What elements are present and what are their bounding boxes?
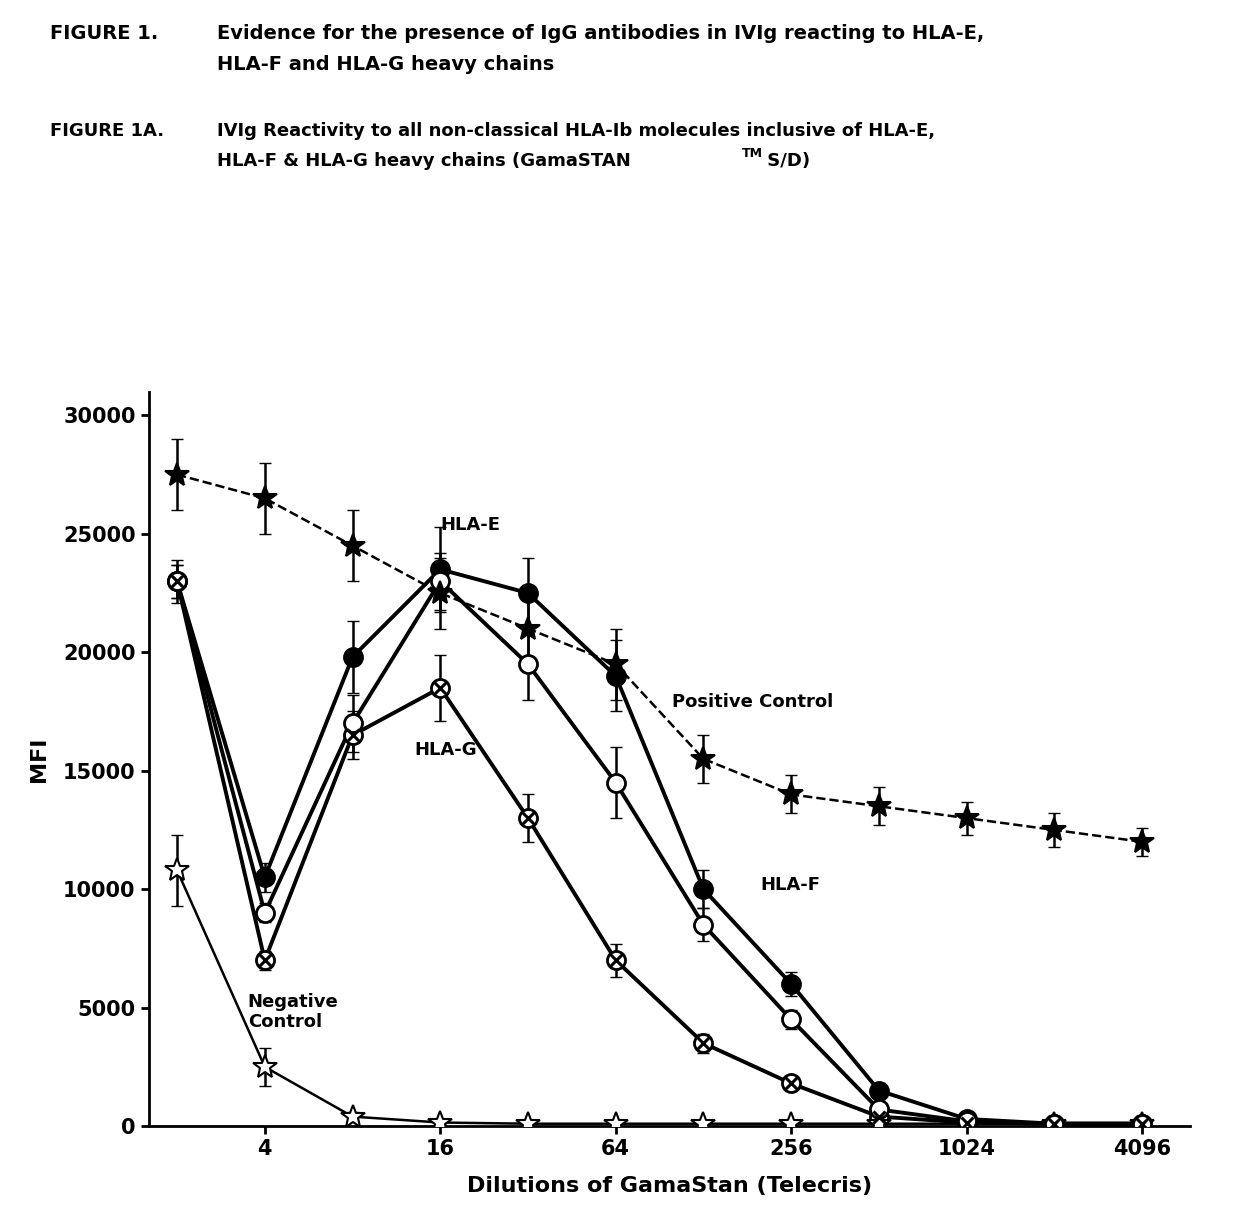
- Text: TM: TM: [742, 147, 763, 160]
- Text: Positive Control: Positive Control: [672, 694, 833, 711]
- Y-axis label: MFI: MFI: [29, 736, 50, 782]
- Text: HLA-G: HLA-G: [414, 741, 476, 759]
- Text: HLA-F & HLA-G heavy chains (GamaSTAN: HLA-F & HLA-G heavy chains (GamaSTAN: [217, 152, 631, 170]
- Text: IVIg Reactivity to all non-classical HLA-Ib molecules inclusive of HLA-E,: IVIg Reactivity to all non-classical HLA…: [217, 122, 935, 141]
- Text: HLA-F: HLA-F: [760, 876, 820, 894]
- Text: Evidence for the presence of IgG antibodies in IVIg reacting to HLA-E,: Evidence for the presence of IgG antibod…: [217, 24, 985, 44]
- Text: HLA-E: HLA-E: [440, 515, 500, 534]
- X-axis label: Dilutions of GamaStan (Telecris): Dilutions of GamaStan (Telecris): [467, 1176, 872, 1196]
- Text: HLA-F and HLA-G heavy chains: HLA-F and HLA-G heavy chains: [217, 55, 554, 75]
- Text: Negative
Control: Negative Control: [248, 993, 339, 1032]
- Text: FIGURE 1A.: FIGURE 1A.: [50, 122, 164, 141]
- Text: S/D): S/D): [761, 152, 811, 170]
- Text: FIGURE 1.: FIGURE 1.: [50, 24, 157, 44]
